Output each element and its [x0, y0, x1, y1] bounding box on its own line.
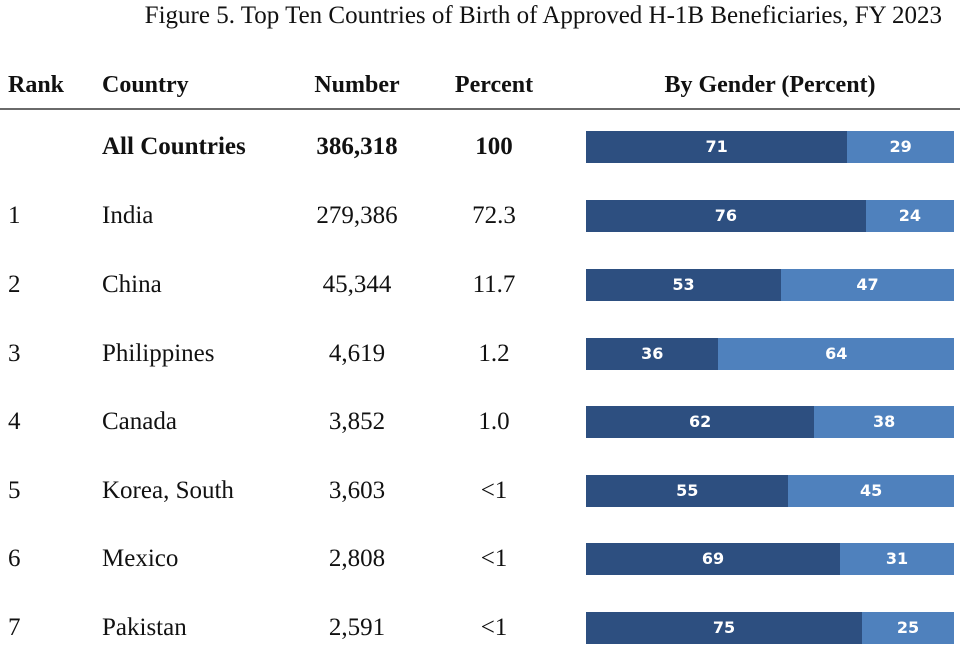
country-cell: Mexico — [102, 545, 179, 572]
number-cell: 2,591 — [328, 614, 386, 641]
number-cell: 279,386 — [316, 202, 398, 229]
gender-stacked-bar: 71 29 — [586, 131, 954, 163]
header-percent: Percent — [454, 72, 534, 98]
percent-cell: 1.0 — [478, 408, 510, 435]
percent-cell: 100 — [475, 133, 513, 160]
number-cell: 2,808 — [328, 545, 386, 572]
number-cell: 45,344 — [322, 271, 392, 298]
bar-segment-primary: 36 — [586, 338, 719, 370]
gender-stacked-bar: 53 47 — [586, 269, 954, 301]
bar-segment-secondary: 64 — [718, 338, 954, 370]
number-cell: 3,852 — [328, 408, 386, 435]
bar-segment-secondary: 29 — [847, 131, 954, 163]
percent-cell: 72.3 — [472, 202, 516, 229]
bar-segment-secondary: 47 — [781, 269, 954, 301]
number-cell: 3,603 — [328, 477, 386, 504]
bar-segment-secondary: 31 — [839, 543, 954, 575]
gender-stacked-bar: 62 38 — [586, 406, 954, 438]
header-country: Country — [102, 72, 189, 98]
country-cell: All Countries — [102, 133, 246, 160]
country-cell: Philippines — [102, 340, 215, 367]
bar-segment-primary: 62 — [586, 406, 815, 438]
country-cell: India — [102, 202, 154, 229]
bar-segment-secondary: 24 — [865, 200, 954, 232]
header-number: Number — [314, 72, 400, 98]
bar-segment-primary: 69 — [586, 543, 840, 575]
bar-segment-secondary: 25 — [862, 612, 954, 644]
rank-cell: 7 — [8, 614, 21, 641]
rank-cell: 6 — [8, 545, 21, 572]
table-row: 7 Pakistan 2,591 <1 75 25 — [0, 608, 960, 648]
bar-segment-primary: 71 — [586, 131, 848, 163]
bar-segment-primary: 76 — [586, 200, 866, 232]
table-row: 2 China 45,344 11.7 53 47 — [0, 265, 960, 305]
gender-stacked-bar: 76 24 — [586, 200, 954, 232]
gender-stacked-bar: 55 45 — [586, 475, 954, 507]
gender-stacked-bar: 69 31 — [586, 543, 954, 575]
header-by-gender: By Gender (Percent) — [664, 72, 876, 98]
bar-segment-primary: 53 — [586, 269, 782, 301]
percent-cell: 1.2 — [478, 340, 510, 367]
gender-stacked-bar: 36 64 — [586, 338, 954, 370]
table-row: 5 Korea, South 3,603 <1 55 45 — [0, 471, 960, 511]
percent-cell: <1 — [480, 614, 508, 641]
table-row: 1 India 279,386 72.3 76 24 — [0, 196, 960, 236]
bar-segment-primary: 55 — [586, 475, 789, 507]
percent-cell: <1 — [480, 477, 508, 504]
bar-segment-primary: 75 — [586, 612, 862, 644]
bar-segment-secondary: 45 — [788, 475, 954, 507]
country-cell: China — [102, 271, 162, 298]
country-cell: Korea, South — [102, 477, 234, 504]
total-row: All Countries 386,318 100 71 29 — [0, 127, 960, 167]
header-divider — [0, 108, 960, 110]
table-row: 4 Canada 3,852 1.0 62 38 — [0, 402, 960, 442]
header-rank: Rank — [8, 72, 65, 98]
bar-segment-secondary: 38 — [814, 406, 954, 438]
table-row: 6 Mexico 2,808 <1 69 31 — [0, 539, 960, 579]
percent-cell: <1 — [480, 545, 508, 572]
table-row: 3 Philippines 4,619 1.2 36 64 — [0, 334, 960, 374]
rank-cell: 1 — [8, 202, 21, 229]
rank-cell: 5 — [8, 477, 21, 504]
percent-cell: 11.7 — [472, 271, 516, 298]
country-cell: Pakistan — [102, 614, 187, 641]
chart-title: Figure 5. Top Ten Countries of Birth of … — [144, 2, 942, 29]
rank-cell: 4 — [8, 408, 21, 435]
number-cell: 4,619 — [328, 340, 386, 367]
country-cell: Canada — [102, 408, 177, 435]
number-cell: 386,318 — [316, 133, 398, 160]
rank-cell: 2 — [8, 271, 21, 298]
rank-cell: 3 — [8, 340, 21, 367]
gender-stacked-bar: 75 25 — [586, 612, 954, 644]
